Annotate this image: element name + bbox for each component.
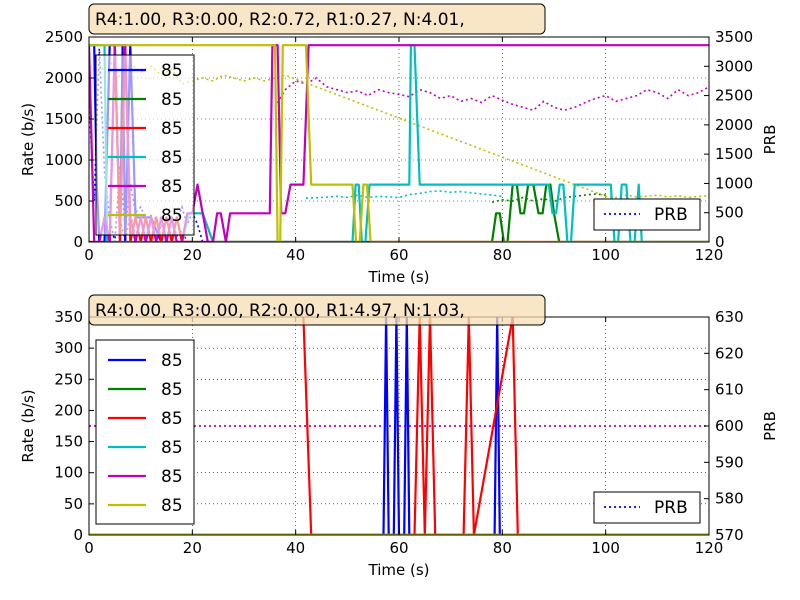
y2-tick-label: 1500 [715,145,753,163]
y2-tick-label: 630 [715,308,744,326]
prb-line-5 [89,59,709,199]
x-tick-label: 60 [389,246,408,264]
y2-tick-label: 500 [715,204,744,222]
x-tick-label: 100 [591,539,620,557]
y-tick-label: 1000 [45,151,83,169]
legend-label-5: 85 [161,496,183,516]
series-line-1 [89,183,709,242]
y2-axis-label: PRB [761,125,779,155]
prb-legend-box [593,198,701,231]
legend-label-2: 85 [161,409,183,429]
chart-title: R4:1.00, R3:0.00, R2:0.72, R1:0.27, N:4.… [95,10,465,30]
y2-tick-label: 570 [715,526,744,544]
y2-tick-label: 0 [715,233,725,251]
y-axis-label: Rate (b/s) [19,389,37,462]
x-tick-label: 80 [493,539,512,557]
chart-panel-1: 0 20 40 60 80 100 1200500100015002000250005001… [19,3,779,286]
y-tick-label: 0 [73,526,83,544]
y-axis-label: Rate (b/s) [19,103,37,176]
y-tick-label: 300 [54,339,83,357]
x-tick-label: 120 [695,539,724,557]
prb-legend: PRB [593,491,701,524]
y2-tick-label: 3000 [715,57,753,75]
y-tick-label: 1500 [45,110,83,128]
y-tick-label: 500 [54,192,83,210]
y2-tick-label: 2000 [715,116,753,134]
y-tick-label: 100 [54,464,83,482]
prb-line-4 [274,77,709,112]
x-axis-label: Time (s) [368,561,430,579]
y-tick-label: 2000 [45,69,83,87]
y2-tick-label: 1000 [715,174,753,192]
y2-tick-label: 2500 [715,87,753,105]
y2-tick-label: 3500 [715,28,753,46]
x-axis-label: Time (s) [368,268,430,286]
legend-label-1: 85 [161,90,183,110]
y-tick-label: 200 [54,401,83,419]
series-line-5 [89,44,709,242]
series-line-0 [89,317,709,535]
legend-box [95,339,195,525]
prb-legend: PRB [593,198,701,231]
legend-label-1: 85 [161,380,183,400]
x-tick-label: 60 [389,539,408,557]
title-box [88,3,546,35]
legend-label-4: 85 [161,177,183,197]
chart-title: R4:0.00, R3:0.00, R2:0.00, R1:4.97, N:1.… [95,301,465,321]
prb-legend-label: PRB [654,498,688,518]
prb-line-2 [305,190,503,199]
y2-tick-label: 580 [715,490,744,508]
y2-tick-label: 620 [715,344,744,362]
legend-label-0: 85 [161,351,183,371]
y2-tick-label: 590 [715,453,744,471]
x-tick-label: 0 [84,539,94,557]
y-tick-label: 2500 [45,28,83,46]
x-tick-label: 20 [183,539,202,557]
x-tick-label: 80 [493,246,512,264]
x-tick-label: 0 [84,246,94,264]
y-tick-label: 50 [64,495,83,513]
legend-label-3: 85 [161,438,183,458]
x-tick-label: 40 [286,246,305,264]
y-tick-label: 250 [54,370,83,388]
y2-tick-label: 610 [715,381,744,399]
y2-tick-label: 600 [715,417,744,435]
chart-panel-2: 0 20 40 60 80 100 120 0 50 100 150 200 250 300 350 570 5… [19,294,779,579]
x-tick-label: 100 [591,246,620,264]
x-tick-label: 40 [286,539,305,557]
y-tick-label: 350 [54,308,83,326]
legend-label-4: 85 [161,467,183,487]
prb-legend-label: PRB [654,205,688,225]
x-tick-label: 120 [695,246,724,264]
y-tick-label: 0 [73,233,83,251]
plot-area [89,317,709,535]
prb-legend-box [593,491,701,524]
legend-label-3: 85 [161,148,183,168]
legend-box [95,54,195,236]
y-tick-label: 150 [54,433,83,451]
series-legend: 85 85 85 85 85 85 [95,54,195,236]
legend-label-5: 85 [161,206,183,226]
legend-label-0: 85 [161,61,183,81]
x-tick-label: 20 [183,246,202,264]
series-legend: 85 85 85 85 85 85 [95,339,195,525]
title-box [88,294,546,326]
legend-label-2: 85 [161,119,183,139]
y2-axis-label: PRB [761,411,779,441]
